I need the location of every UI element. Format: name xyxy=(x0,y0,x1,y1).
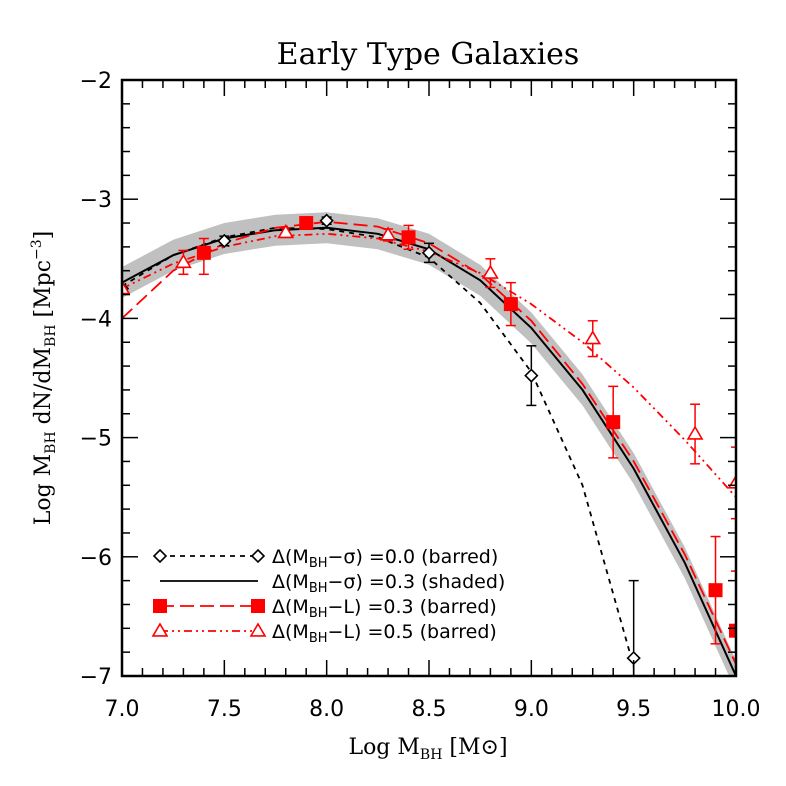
legend-label-L03: Δ(MBH−L) =0.3 (barred) xyxy=(272,596,497,621)
curve-L05 xyxy=(122,232,736,498)
y-tick-label: −4 xyxy=(80,307,112,332)
point-L05 xyxy=(686,425,704,440)
point-sigma00 xyxy=(217,233,232,249)
legend-marker-L03 xyxy=(251,599,265,613)
legend-label-sigma00: Δ(MBH−σ) =0.0 (barred) xyxy=(272,546,498,571)
point-L05 xyxy=(584,330,602,345)
data-markers xyxy=(122,213,736,666)
point-L05 xyxy=(482,264,499,279)
legend-label-L05: Δ(MBH−L) =0.5 (barred) xyxy=(272,621,497,646)
x-tick-label: 8.0 xyxy=(309,697,344,722)
point-sigma00 xyxy=(421,245,437,260)
point-L03 xyxy=(708,583,723,598)
point-L05 xyxy=(175,253,192,269)
legend-marker-sigma00 xyxy=(250,548,266,564)
y-tick-label: −5 xyxy=(80,427,112,452)
legend-label-sigma03: Δ(MBH−σ) =0.3 (shaded) xyxy=(272,571,505,596)
axis-ticks xyxy=(121,79,737,677)
point-L03 xyxy=(299,216,314,231)
x-tick-label: 9.5 xyxy=(616,697,651,722)
point-L05 xyxy=(122,280,131,295)
y-tick-label: −3 xyxy=(80,188,112,213)
x-tick-label: 7.0 xyxy=(105,697,140,722)
legend-marker-L03 xyxy=(153,599,167,613)
band-sigma03 xyxy=(122,212,736,676)
tick-labels: 7.0 7.5 8.0 8.5 9.0 9.5 10.0 −7 −6 −5 −4 −3 −2 xyxy=(80,69,761,722)
chart-title: Early Type Galaxies xyxy=(277,37,580,72)
y-axis-label: Log MBH dN/dMBH [Mpc−3] xyxy=(29,231,59,526)
legend-marker-sigma00 xyxy=(152,548,168,564)
y-tick-label: −7 xyxy=(80,665,112,690)
point-L03 xyxy=(503,297,518,312)
x-tick-label: 10.0 xyxy=(712,697,761,722)
plot-area xyxy=(122,212,736,676)
x-axis-label: Log MBH [M⊙] xyxy=(348,735,507,763)
legend: Δ(MBH−σ) =0.0 (barred)Δ(MBH−σ) =0.3 (sha… xyxy=(151,546,505,646)
point-sigma00 xyxy=(319,213,334,228)
shaded-band xyxy=(122,212,736,676)
x-tick-label: 9.0 xyxy=(514,697,549,722)
point-L03 xyxy=(606,415,621,430)
point-sigma00 xyxy=(524,368,539,383)
error-bars xyxy=(178,216,736,676)
point-L05 xyxy=(277,223,295,239)
y-tick-label: −2 xyxy=(80,69,112,94)
point-L03 xyxy=(196,245,211,260)
y-tick-label: −6 xyxy=(80,546,112,571)
x-tick-label: 8.5 xyxy=(412,697,447,722)
point-L05 xyxy=(379,226,397,241)
point-L03 xyxy=(729,623,736,638)
x-tick-label: 7.5 xyxy=(207,697,242,722)
legend-marker-L05 xyxy=(249,622,267,637)
legend-marker-L05 xyxy=(151,622,169,637)
point-L03 xyxy=(401,230,416,245)
